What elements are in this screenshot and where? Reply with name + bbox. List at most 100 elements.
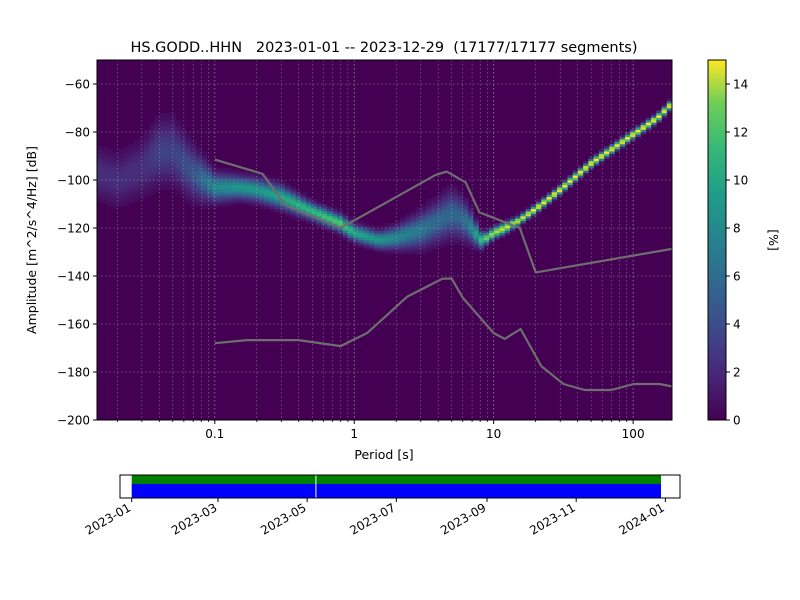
heatmap-cell [342,232,349,236]
heatmap-cell [457,223,464,226]
heatmap-cell [572,170,579,174]
heatmap-cell [117,180,124,183]
heatmap-cell [243,196,249,200]
heatmap-cell [159,187,166,190]
heatmap-cell [144,134,150,138]
x-tick-label: 1 [350,427,358,441]
heatmap-cell [624,141,631,145]
heatmap-cell [483,242,490,246]
heatmap-cell [358,244,364,248]
heatmap-cell [107,192,114,195]
heatmap-cell [97,156,103,159]
heatmap-cell [128,194,134,198]
heatmap-cell [217,189,223,193]
heatmap-cell [347,225,354,229]
heatmap-cell [426,230,432,234]
heatmap-cell [97,192,103,195]
heatmap-cell [102,156,108,159]
heatmap-cell [102,151,108,154]
heatmap-cell [316,206,323,210]
heatmap-cell [473,225,479,229]
heatmap-cell [112,163,119,166]
heatmap-cell [442,199,448,202]
heatmap-cell [128,201,134,205]
heatmap-cell [478,235,485,238]
heatmap-cell [394,247,401,250]
heatmap-cell [138,148,145,152]
heatmap-cell [405,240,412,243]
heatmap-cell [368,232,375,236]
heatmap-cell [342,237,349,241]
heatmap-cell [379,247,385,250]
heatmap-cell [473,240,479,243]
heatmap-cell [227,175,234,178]
heatmap-cell [185,156,192,159]
heatmap-cell [363,223,370,226]
heatmap-cell [609,141,615,145]
heatmap-cell [290,199,297,202]
heatmap-cell [102,175,108,178]
heatmap-cell [300,196,307,200]
heatmap-cell [640,127,647,130]
heatmap-cell [598,153,605,157]
heatmap-cell [415,223,422,226]
heatmap-cell [410,252,417,255]
heatmap-cell [128,175,134,178]
heatmap-cell [421,237,427,241]
timeline-tick-label: 2023-09 [438,500,488,537]
heatmap-cell [191,146,197,150]
heatmap-cell [436,194,443,198]
heatmap-cell [442,218,448,222]
heatmap-cell [180,189,187,193]
y-tick-label: −100 [57,174,90,188]
heatmap-cell [222,170,229,174]
heatmap-cell [368,225,375,229]
heatmap-cell [321,204,328,207]
heatmap-cell [206,158,213,162]
heatmap-cell [436,201,443,205]
heatmap-cell [525,211,532,214]
heatmap-cell [206,189,213,193]
heatmap-cell [327,213,333,217]
heatmap-cell [164,117,171,121]
heatmap-cell [426,237,432,241]
heatmap-cell [128,180,134,183]
heatmap-cell [154,139,161,142]
heatmap-cell [133,196,140,200]
heatmap-cell [196,196,202,200]
heatmap-cell [269,192,276,195]
heatmap-cell [478,230,485,234]
heatmap-cell [217,194,223,198]
heatmap-cell [102,199,108,202]
heatmap-cell [290,211,297,214]
heatmap-cell [269,199,276,202]
heatmap-cell [431,240,438,243]
heatmap-cell [217,168,223,171]
heatmap-cell [478,237,485,241]
heatmap-cell [651,112,657,116]
heatmap-cell [144,172,150,176]
heatmap-cell [285,196,291,200]
heatmap-cell [462,235,469,238]
heatmap-cell [180,165,187,169]
heatmap-cell [264,175,270,178]
heatmap-cell [583,172,589,176]
heatmap-cell [358,225,364,229]
heatmap-cell [619,136,626,140]
heatmap-cell [196,151,202,154]
heatmap-cell [123,187,129,190]
heatmap-cell [290,187,297,190]
heatmap-cell [133,144,140,147]
heatmap-cell [196,146,202,150]
heatmap-cell [191,194,197,198]
heatmap-cell [368,237,375,241]
heatmap-cell [264,187,270,190]
heatmap-cell [164,122,171,126]
heatmap-cell [212,201,218,205]
heatmap-cell [185,180,192,183]
heatmap-cell [400,216,406,219]
heatmap-cell [394,252,401,255]
heatmap-cell [468,208,474,212]
heatmap-cell [473,218,479,222]
heatmap-cell [128,158,134,162]
